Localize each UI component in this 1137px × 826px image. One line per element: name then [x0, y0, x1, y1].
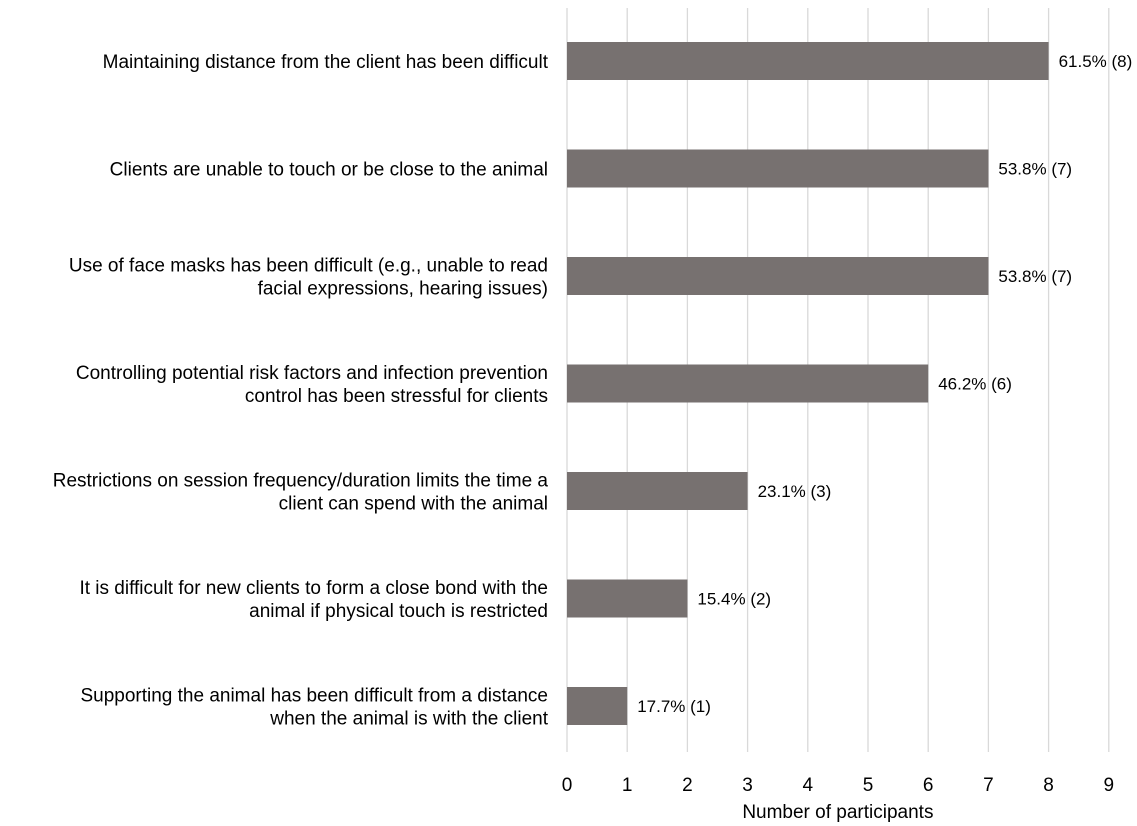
data-label-5: 15.4% (2): [697, 590, 771, 609]
x-tick-label-9: 9: [1104, 775, 1115, 796]
data-label-0: 61.5% (8): [1059, 52, 1133, 71]
data-label-6: 17.7% (1): [637, 697, 711, 716]
x-axis-title: Number of participants: [742, 802, 933, 823]
category-label-4-line-1: client can spend with the animal: [279, 494, 548, 515]
bar-2: [567, 257, 989, 295]
data-label-3: 46.2% (6): [938, 375, 1012, 394]
category-label-6-line-0: Supporting the animal has been difficult…: [80, 686, 548, 707]
bar-1: [567, 149, 989, 188]
x-tick-label-3: 3: [742, 775, 753, 796]
category-label-2-line-0: Use of face masks has been difficult (e.…: [69, 256, 548, 277]
x-tick-label-4: 4: [803, 775, 814, 796]
x-tick-label-2: 2: [682, 775, 693, 796]
category-label-1-line-0: Clients are unable to touch or be close …: [110, 160, 548, 181]
data-label-1: 53.8% (7): [998, 160, 1072, 179]
x-tick-label-0: 0: [562, 775, 573, 796]
data-labels: 61.5% (8) 53.8% (7) 53.8% (7) 46.2% (6) 23.1…: [637, 52, 1132, 716]
category-label-2-line-1: facial expressions, hearing issues): [258, 279, 548, 300]
bar-4: [567, 472, 748, 510]
x-tick-label-8: 8: [1043, 775, 1054, 796]
data-label-2: 53.8% (7): [998, 267, 1072, 286]
bar-0: [567, 42, 1049, 80]
bars: [567, 42, 1049, 725]
x-tick-labels: 0 1 2 3 4 5 6 7 8 9: [562, 775, 1114, 796]
data-label-4: 23.1% (3): [758, 482, 832, 501]
category-label-5-line-1: animal if physical touch is restricted: [249, 601, 548, 622]
x-tick-label-5: 5: [863, 775, 874, 796]
bar-3: [567, 364, 929, 403]
category-label-5-line-0: It is difficult for new clients to form …: [79, 578, 548, 599]
category-label-3-line-1: control has been stressful for clients: [245, 386, 548, 407]
x-tick-label-7: 7: [983, 775, 994, 796]
category-label-0-line-0: Maintaining distance from the client has…: [103, 52, 549, 73]
bar-5: [567, 579, 688, 618]
category-label-3-line-0: Controlling potential risk factors and i…: [76, 363, 548, 384]
category-label-6-line-1: when the animal is with the client: [269, 709, 548, 730]
bar-6: [567, 687, 628, 725]
x-tick-label-6: 6: [923, 775, 934, 796]
category-labels: Maintaining distance from the client has…: [53, 52, 549, 730]
x-tick-label-1: 1: [622, 775, 633, 796]
category-label-4-line-0: Restrictions on session frequency/durati…: [53, 471, 549, 492]
